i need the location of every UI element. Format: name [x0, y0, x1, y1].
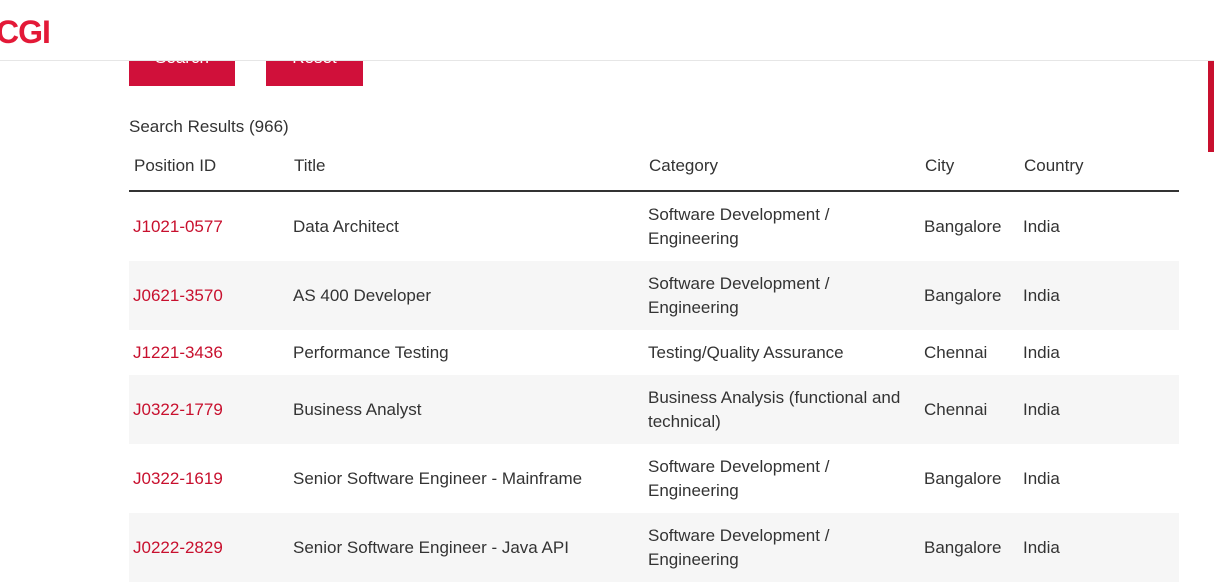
country-cell: India: [1023, 216, 1060, 236]
table-row: J1221-3436 Performance Testing Testing/Q…: [129, 330, 1179, 375]
column-header-category[interactable]: Category: [649, 156, 718, 175]
position-id-link[interactable]: J0621-3570: [133, 285, 223, 305]
position-id-cell: J0322-1619: [133, 444, 283, 513]
city-cell: Bangalore: [924, 537, 1002, 557]
table-row: J0322-1779 Business Analyst Business Ana…: [129, 375, 1179, 444]
country-cell: India: [1023, 399, 1060, 419]
category-cell: Software Development / Engineering: [648, 525, 830, 569]
city-cell: Bangalore: [924, 468, 1002, 488]
city-cell: Bangalore: [924, 216, 1002, 236]
category-cell: Testing/Quality Assurance: [648, 342, 844, 362]
country-cell: India: [1023, 285, 1060, 305]
position-id-cell: J0222-2829: [133, 513, 283, 582]
position-id-link[interactable]: J0322-1779: [133, 399, 223, 419]
cgi-logo[interactable]: CGI: [0, 14, 51, 50]
title-cell: Performance Testing: [293, 342, 449, 362]
title-cell: Data Architect: [293, 216, 399, 236]
scrollbar-thumb[interactable]: [1208, 60, 1214, 152]
results-table: Position ID Title Category City Country …: [129, 142, 1179, 582]
position-id-cell: J1221-3436: [133, 330, 283, 375]
title-cell: AS 400 Developer: [293, 285, 431, 305]
table-row: J0621-3570 AS 400 Developer Software Dev…: [129, 261, 1179, 330]
table-header: Position ID Title Category City Country: [129, 142, 1179, 192]
position-id-link[interactable]: J1221-3436: [133, 342, 223, 362]
position-id-cell: J0322-1779: [133, 375, 283, 444]
title-cell: Senior Software Engineer - Mainframe: [293, 468, 583, 488]
column-header-position-id[interactable]: Position ID: [134, 156, 217, 175]
site-header: CGI: [0, 0, 1214, 61]
column-header-country[interactable]: Country: [1024, 156, 1084, 175]
city-cell: Bangalore: [924, 285, 1002, 305]
column-header-title[interactable]: Title: [294, 156, 326, 175]
category-cell: Software Development / Engineering: [648, 456, 830, 500]
title-cell: Senior Software Engineer - Java API: [293, 537, 569, 557]
category-cell: Software Development / Engineering: [648, 204, 830, 248]
table-row: J1021-0577 Data Architect Software Devel…: [129, 192, 1179, 261]
city-cell: Chennai: [924, 342, 988, 362]
position-id-link[interactable]: J1021-0577: [133, 216, 223, 236]
table-row: J0222-2829 Senior Software Engineer - Ja…: [129, 513, 1179, 582]
title-cell: Business Analyst: [293, 399, 422, 419]
table-row: J0322-1619 Senior Software Engineer - Ma…: [129, 444, 1179, 513]
position-id-link[interactable]: J0222-2829: [133, 537, 223, 557]
city-cell: Chennai: [924, 399, 988, 419]
position-id-link[interactable]: J0322-1619: [133, 468, 223, 488]
column-header-city[interactable]: City: [925, 156, 955, 175]
category-cell: Business Analysis (functional and techni…: [648, 387, 901, 431]
country-cell: India: [1023, 342, 1060, 362]
search-results-count: Search Results (966): [129, 117, 289, 136]
position-id-cell: J1021-0577: [133, 192, 283, 261]
country-cell: India: [1023, 537, 1060, 557]
country-cell: India: [1023, 468, 1060, 488]
position-id-cell: J0621-3570: [133, 261, 283, 330]
category-cell: Software Development / Engineering: [648, 273, 830, 317]
